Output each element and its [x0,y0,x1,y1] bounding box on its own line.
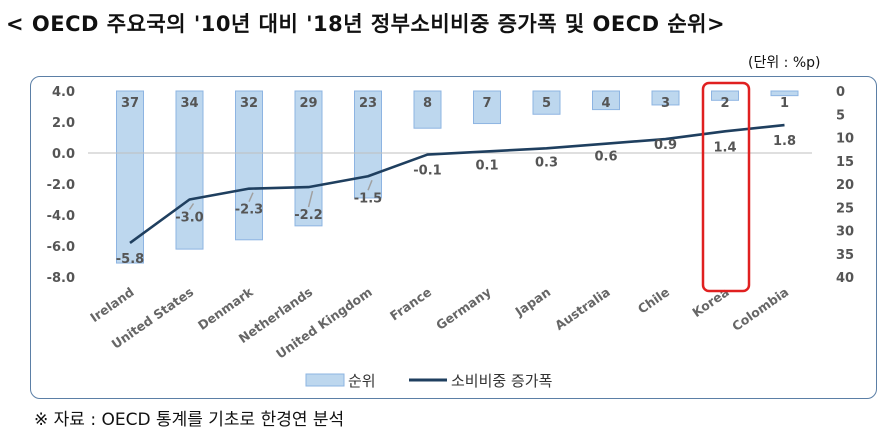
rank-bar [532,90,561,115]
category-label: Japan [512,284,554,319]
left-tick-label: 0.0 [52,147,75,162]
right-tick-label: 20 [836,178,854,193]
increase-line [129,123,785,244]
rank-label: 29 [299,96,317,111]
legend-bar-swatch [305,373,345,387]
legend-line-label: 소비비중 증가폭 [451,372,552,390]
right-tick-label: 30 [836,225,854,240]
value-label: 0.9 [654,138,677,153]
right-tick-label: 40 [836,271,854,286]
value-label: -0.1 [413,164,441,179]
rank-label: 37 [121,96,139,111]
value-label: -2.3 [235,203,263,218]
right-tick-label: 10 [836,132,854,147]
category-label: Australia [552,284,613,333]
chart-frame [30,76,877,399]
rank-bar [711,90,739,101]
rank-bar [116,90,144,264]
value-label: 1.8 [773,134,796,149]
rank-bar [770,90,799,97]
rank-label: 32 [240,96,258,111]
rank-bars [116,90,799,264]
rank-bar [473,90,501,125]
increase-line-path [129,123,785,244]
chart-title: < OECD 주요국의 '10년 대비 '18년 정부소비비중 증가폭 및 OE… [6,12,726,36]
value-leader-line [188,203,195,210]
category-label: France [387,284,434,323]
category-label: Germany [433,284,494,333]
rank-label: 7 [482,96,491,111]
value-label: -5.8 [116,252,144,267]
right-tick-label: 0 [836,85,845,100]
left-axis: 4.0 2.0 0.0 -2.0 -4.0 -6.0 -8.0 [47,85,75,286]
rank-bar [413,90,442,129]
left-tick-label: 2.0 [52,116,75,131]
value-label: 1.4 [713,140,736,155]
value-label: 0.3 [535,155,558,170]
label-leaders [188,179,373,210]
value-leader-line [307,190,314,208]
value-labels: -5.8 -3.0 -2.3 -2.2 -1.5 -0.1 0.1 0.3 0.6 0.9 1.4 1… [116,134,796,267]
rank-label: 2 [720,96,729,111]
left-tick-label: 4.0 [52,85,75,100]
right-tick-label: 15 [836,155,854,170]
highlight-box [701,81,751,293]
korea-highlight [701,81,751,293]
right-axis: 0 5 10 15 20 25 30 35 40 [836,85,854,286]
value-label: 0.1 [475,158,498,173]
rank-bar [294,90,323,227]
category-label: Korea [689,284,731,320]
rank-labels: 37 34 32 29 23 8 7 5 4 3 2 1 [121,96,789,111]
unit-label: (단위 : %p) [748,55,821,71]
rank-bar [354,90,382,199]
value-leader-line [248,192,254,202]
rank-label: 3 [661,96,670,111]
left-tick-label: -4.0 [47,209,75,224]
rank-bar [175,90,204,250]
right-tick-label: 5 [836,108,845,123]
legend: 순위 소비비중 증가폭 [305,372,552,390]
rank-label: 5 [542,96,551,111]
rank-label: 4 [601,96,610,111]
right-tick-label: 35 [836,248,854,263]
left-tick-label: -2.0 [47,178,75,193]
rank-bar [651,90,680,106]
rank-bar [235,90,263,241]
rank-label: 34 [180,96,198,111]
rank-label: 23 [359,96,377,111]
value-label: 0.6 [594,150,617,165]
category-label: Ireland [87,284,136,325]
rank-bar [592,90,620,111]
right-tick-label: 25 [836,201,854,216]
value-label: -3.0 [175,211,203,226]
value-label: -2.2 [294,208,322,223]
rank-label: 1 [780,96,789,111]
value-leader-line [367,179,373,191]
legend-bar-label: 순위 [348,372,376,390]
category-label: Chile [635,284,672,316]
source-note: ※ 자료 : OECD 통계를 기초로 한경연 분석 [34,410,345,430]
left-tick-label: -6.0 [47,240,75,255]
rank-label: 8 [423,96,432,111]
left-tick-label: -8.0 [47,271,75,286]
value-label: -1.5 [354,191,382,206]
